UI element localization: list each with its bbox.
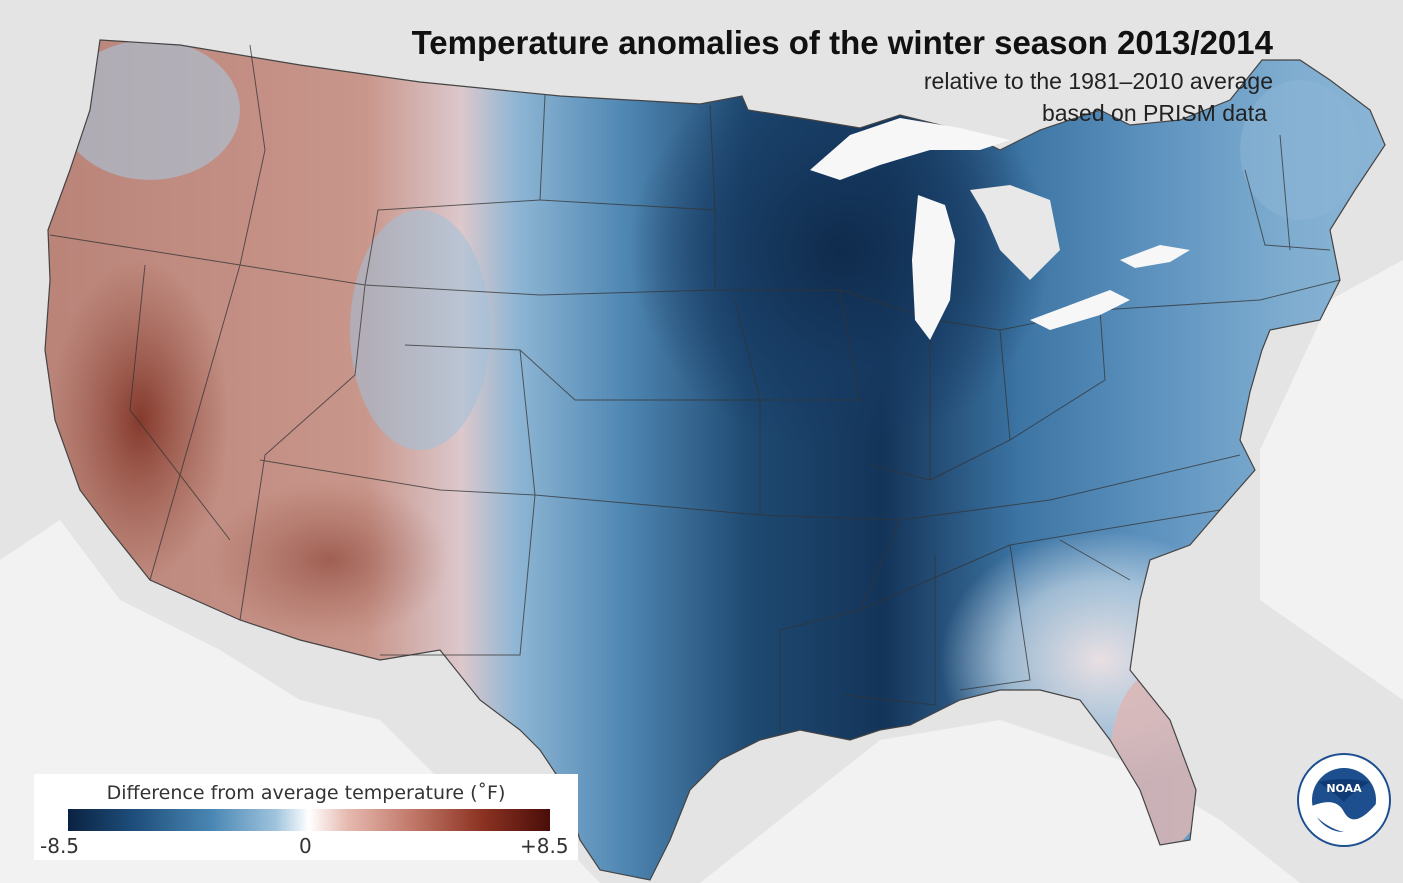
- color-legend: Difference from average temperature (˚F)…: [34, 774, 578, 860]
- lake-erie: [1030, 290, 1130, 330]
- state-borders: [49, 44, 1341, 730]
- cool-region-rockies: [350, 210, 490, 450]
- noaa-logo: NOAA: [1297, 753, 1391, 847]
- cool-region-new-england: [1240, 80, 1360, 220]
- legend-title: Difference from average temperature (˚F): [106, 782, 506, 804]
- lake-huron: [970, 185, 1060, 280]
- map-title: Temperature anomalies of the winter seas…: [411, 24, 1273, 61]
- map-subtitle-source: based on PRISM data: [1041, 100, 1267, 126]
- lake-superior: [810, 118, 1010, 180]
- noaa-logo-bird: [1318, 779, 1370, 802]
- gulf-of-mexico-area: [700, 720, 1300, 883]
- noaa-logo-wave: [1312, 802, 1376, 833]
- cool-region-pacific-northwest: [60, 40, 240, 180]
- atlantic-ocean-area: [1260, 260, 1403, 700]
- warm-region-california: [50, 260, 230, 580]
- map-subtitle-baseline: relative to the 1981–2010 average: [923, 68, 1273, 94]
- lake-ontario: [1120, 245, 1190, 268]
- legend-color-bar: [68, 809, 550, 831]
- legend-max-label: +8.5: [520, 834, 569, 858]
- warm-region-southwest: [210, 480, 450, 640]
- legend-mid-label: 0: [299, 834, 312, 858]
- legend-min-label: -8.5: [40, 834, 80, 858]
- noaa-logo-text: NOAA: [1326, 782, 1362, 795]
- great-lakes: [810, 118, 1190, 340]
- lake-michigan: [912, 195, 955, 340]
